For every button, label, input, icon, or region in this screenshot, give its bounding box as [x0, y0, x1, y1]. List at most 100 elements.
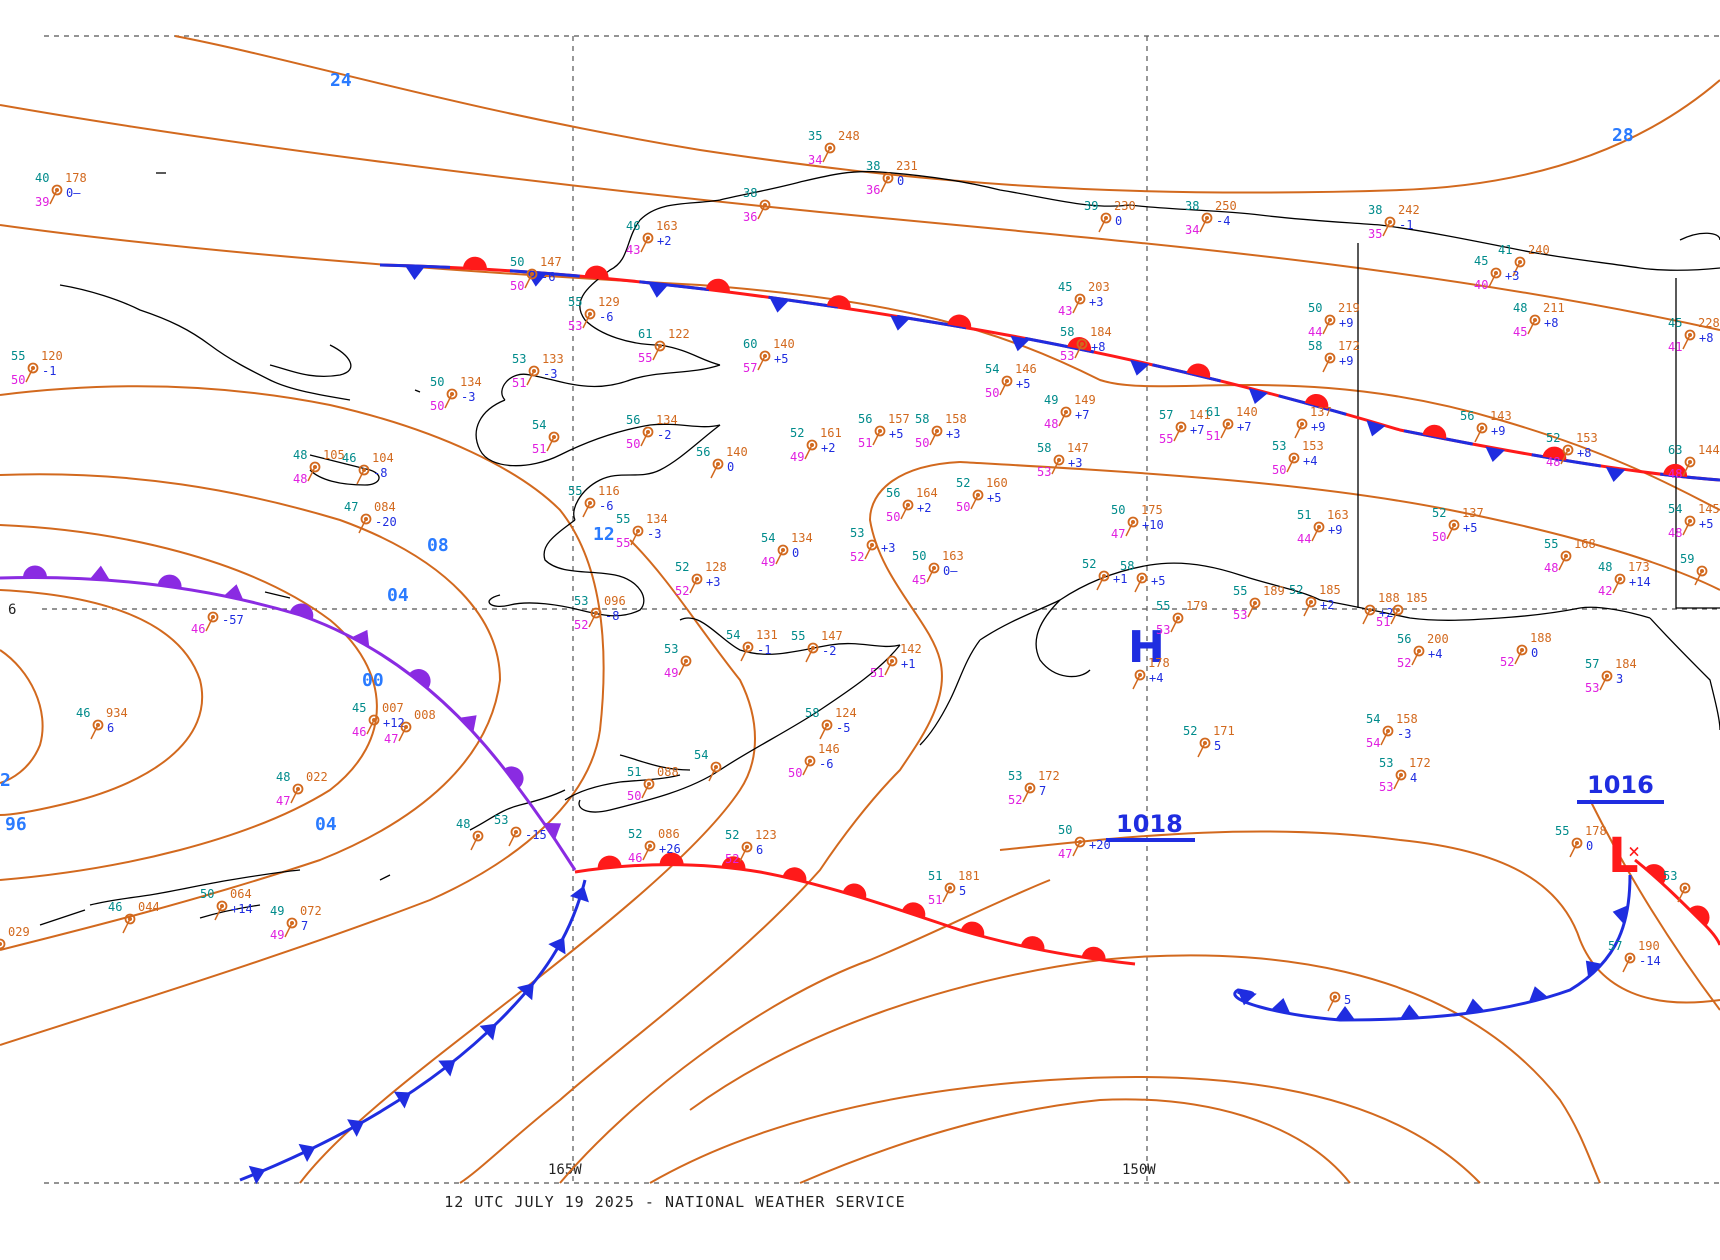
low-pressure-value: 1016 — [1587, 771, 1654, 799]
station-pressure: 131 — [756, 628, 778, 642]
station-tendency: +1 — [1113, 572, 1127, 586]
station-plot: 55 116-6 — [568, 484, 620, 518]
station-plot: 50 163 45 0— — [912, 549, 964, 587]
station-circle — [691, 573, 703, 585]
station-tendency: +8 — [1544, 316, 1558, 330]
cold-front-triangle — [1248, 387, 1269, 405]
occluded-front-semicircle — [290, 603, 314, 620]
station-temperature: 52 — [1289, 583, 1303, 597]
station-circle — [51, 184, 63, 196]
wind-barb — [630, 530, 639, 546]
isobar-label: 04 — [315, 814, 337, 835]
station-dewpoint: 44 — [1308, 325, 1322, 339]
station-plot: 57 190-14 — [1608, 939, 1661, 973]
station-pressure: 184 — [1615, 657, 1637, 671]
wind-barb — [1382, 221, 1391, 237]
station-circle — [548, 431, 560, 443]
occluded-front-triangle — [543, 822, 562, 840]
cold-front-triangle — [1400, 1004, 1420, 1019]
station-pressure: 164 — [916, 486, 938, 500]
station-pressure: 022 — [306, 770, 328, 784]
station-pressure: 122 — [668, 327, 690, 341]
station-circle — [1514, 256, 1526, 268]
station-circle — [584, 308, 596, 320]
wind-barb — [1474, 427, 1483, 443]
station-tendency: +7 — [1237, 420, 1251, 434]
station-plot: 54 158 54 -3 — [1366, 712, 1418, 750]
cold-front-triangle — [1464, 998, 1485, 1014]
wind-barb — [1514, 649, 1523, 665]
station-circle — [1601, 670, 1613, 682]
wind-barb — [1311, 526, 1320, 542]
station-plot: 57 141 55 +7 — [1159, 408, 1211, 446]
station-tendency: +5 — [889, 427, 903, 441]
station-circle — [742, 641, 754, 653]
station-plot: 55 134 55 -3 — [616, 512, 668, 550]
station-pressure: 228 — [1698, 316, 1720, 330]
station-temperature: 45 — [1668, 316, 1682, 330]
station-dewpoint: 48 — [293, 472, 307, 486]
station-pressure: 116 — [598, 484, 620, 498]
station-plot: 46 -57 — [191, 611, 244, 636]
station-temperature: 55 — [1156, 599, 1170, 613]
wind-barb — [122, 918, 131, 934]
station-plot: 5 — [1327, 991, 1351, 1012]
cold-front-triangle — [393, 1091, 412, 1109]
station-temperature: 54 — [761, 531, 775, 545]
fronts — [0, 256, 1720, 1185]
station-pressure: 158 — [945, 412, 967, 426]
wind-barb — [1512, 261, 1521, 277]
wind-barb — [1072, 298, 1081, 314]
wind-barb — [640, 237, 649, 253]
wind-barb — [1197, 742, 1206, 758]
station-circle — [1076, 338, 1088, 350]
wind-barb — [1051, 459, 1060, 475]
station-dewpoint: 46 — [628, 851, 642, 865]
station-temperature: 56 — [1397, 632, 1411, 646]
station-tendency: 5 — [1214, 739, 1221, 753]
wind-barb — [1362, 609, 1371, 625]
station-temperature: 56 — [1460, 409, 1474, 423]
station-dewpoint: 53 — [568, 319, 582, 333]
station-circle — [1384, 216, 1396, 228]
station-tendency: +9 — [1491, 424, 1505, 438]
wind-barb — [1058, 411, 1067, 427]
station-temperature: 46 — [108, 900, 122, 914]
warm-front-semicircle — [960, 921, 985, 937]
station-temperature: 50 — [1111, 503, 1125, 517]
station-tendency: +5 — [1699, 517, 1713, 531]
wind-barb — [49, 189, 58, 205]
station-circle — [807, 642, 819, 654]
warm-front-semicircle — [597, 855, 622, 869]
wind-barb — [470, 835, 479, 851]
station-temperature: 52 — [956, 476, 970, 490]
wind-barb — [1286, 457, 1295, 473]
station-temperature: 55 — [568, 295, 582, 309]
station-pressure: 146 — [818, 742, 840, 756]
wind-barb — [641, 783, 650, 799]
station-circle — [866, 539, 878, 551]
station-plot: 029 — [0, 925, 30, 950]
station-dewpoint: 52 — [1008, 793, 1022, 807]
station-temperature: 63 — [1668, 443, 1682, 457]
station-pressure: 086 — [658, 827, 680, 841]
station-dewpoint: 51 — [870, 666, 884, 680]
wind-barb — [1303, 601, 1312, 617]
station-tendency: -8 — [605, 609, 619, 623]
station-pressure: 124 — [835, 706, 857, 720]
station-tendency: -2 — [822, 644, 836, 658]
warm-front-semicircle — [1020, 936, 1045, 951]
low-pressure-symbol: L — [1608, 828, 1639, 884]
cold-front-triangle — [298, 1143, 316, 1162]
station-dewpoint: 48 — [1668, 467, 1682, 481]
station-temperature: 53 — [664, 642, 678, 656]
station-temperature: 50 — [510, 255, 524, 269]
wind-barb — [1322, 319, 1331, 335]
wind-barb — [1327, 996, 1336, 1012]
station-circle — [1199, 737, 1211, 749]
station-temperature: 47 — [344, 500, 358, 514]
station-plot: 142 51 +1 — [870, 642, 922, 680]
station-plot: 35 248 34 — [808, 129, 860, 167]
station-plot: 48 211 45 +8 — [1513, 301, 1565, 339]
